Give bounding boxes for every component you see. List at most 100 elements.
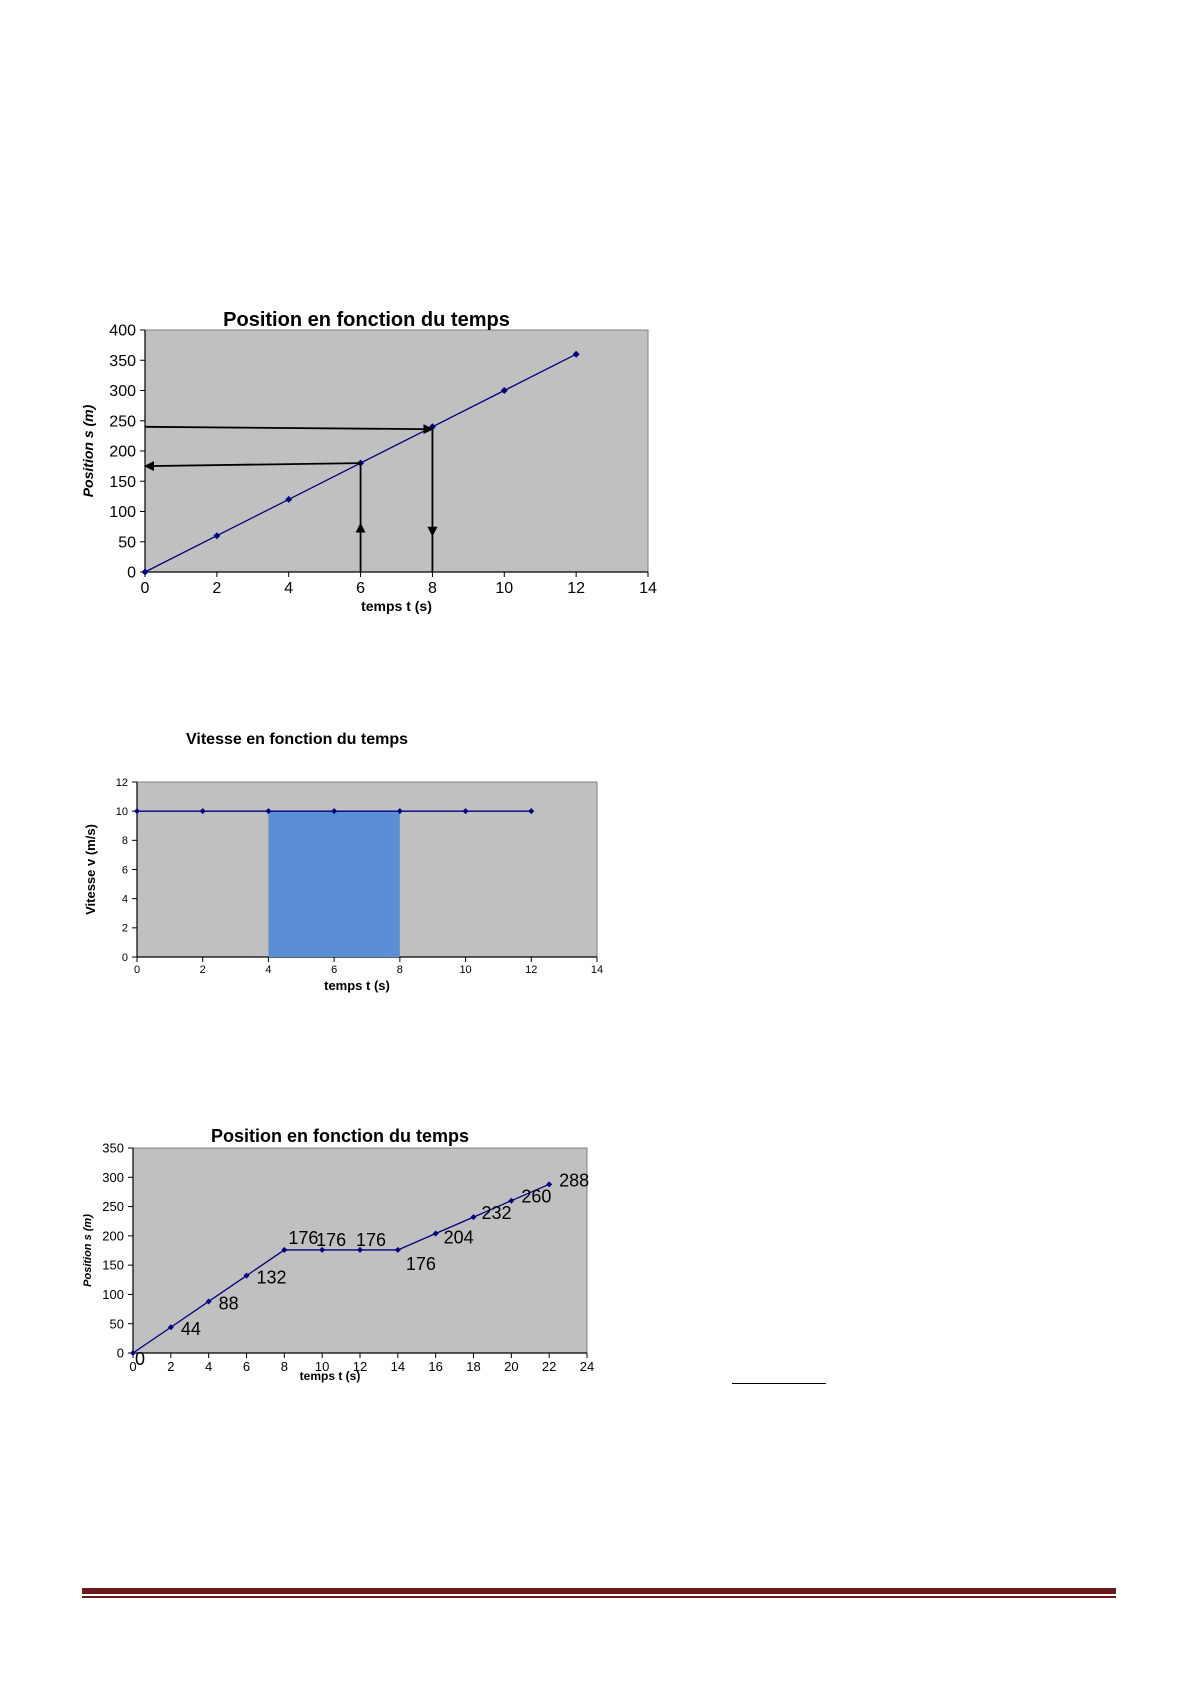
data-point [394, 1246, 401, 1253]
data-label: 232 [482, 1203, 512, 1223]
data-point [134, 808, 140, 815]
data-point [205, 1298, 212, 1305]
short-rule [732, 1383, 826, 1384]
x-tick-label: 4 [205, 1359, 212, 1374]
chart-svg: Position en fonction du temps 0 50 100 150 20… [80, 309, 657, 614]
x-tick-label: 2 [200, 964, 206, 976]
y-tick-label: 200 [102, 1228, 124, 1243]
data-point [199, 808, 206, 815]
data-point [396, 808, 403, 815]
y-tick-label: 100 [102, 1287, 124, 1302]
x-tick-label: 4 [284, 580, 293, 597]
chart-title: Position en fonction du temps [223, 309, 510, 331]
chart-title: Position en fonction du temps [211, 1126, 469, 1146]
position-chart-1: Position en fonction du temps 0 50 100 150 20… [80, 309, 720, 685]
data-label: 176 [356, 1230, 386, 1250]
x-tick-label: 8 [428, 580, 437, 597]
y-tick-label: 400 [109, 323, 136, 340]
x-axis-label: temps t (s) [300, 1369, 361, 1383]
x-tick-label: 8 [397, 964, 403, 976]
x-tick-label: 2 [212, 580, 221, 597]
data-point [546, 1181, 553, 1188]
y-tick-label: 150 [109, 474, 136, 491]
data-point [319, 1246, 326, 1253]
data-point [167, 1324, 174, 1331]
data-point [528, 808, 535, 815]
chart-svg: Vitesse en fonction du temps 0 2 4 6 8 10 12 0 2 4… [83, 731, 603, 993]
x-tick-label: 22 [542, 1359, 556, 1374]
data-label: 176 [316, 1230, 346, 1250]
y-tick-label: 50 [118, 534, 136, 551]
data-label: 204 [444, 1228, 474, 1248]
data-point [331, 808, 338, 815]
data-label: 176 [406, 1254, 436, 1274]
shaded-area [268, 811, 400, 957]
footer-rule [82, 1588, 1116, 1598]
plot-area [144, 329, 649, 573]
x-tick-label: 14 [391, 1359, 405, 1374]
x-tick-label: 16 [428, 1359, 442, 1374]
x-tick-label: 2 [167, 1359, 174, 1374]
y-axis-label: Vitesse v (m/s) [83, 824, 98, 915]
data-point [141, 568, 149, 576]
x-tick-label: 0 [134, 964, 140, 976]
y-tick-label: 250 [102, 1199, 124, 1214]
x-tick-label: 20 [504, 1359, 518, 1374]
data-label: 260 [521, 1187, 551, 1207]
x-axis-label: temps t (s) [361, 598, 432, 614]
y-axis-label: Position s (m) [80, 404, 96, 497]
y-tick-label: 4 [122, 894, 128, 906]
y-tick-label: 200 [109, 444, 136, 461]
x-tick-label: 12 [525, 964, 537, 976]
data-point [357, 1246, 363, 1253]
chart-svg: Position en fonction du temps05010015020… [82, 1126, 594, 1383]
x-tick-label: 14 [591, 964, 603, 976]
x-axis-label: temps t (s) [324, 978, 390, 993]
data-point [285, 495, 293, 503]
x-tick-label: 10 [459, 964, 471, 976]
x-tick-label: 0 [129, 1359, 136, 1374]
data-point [572, 350, 580, 358]
x-tick-label: 10 [495, 580, 513, 597]
y-tick-label: 8 [122, 835, 128, 847]
x-tick-label: 4 [265, 964, 271, 976]
y-tick-label: 300 [109, 383, 136, 400]
x-tick-label: 10 [315, 1359, 329, 1374]
x-tick-label: 12 [567, 580, 585, 597]
y-tick-label: 100 [109, 504, 136, 521]
data-point [243, 1272, 250, 1279]
velocity-chart: Vitesse en fonction du temps 0 2 4 6 8 10 12 0 2 4… [80, 731, 680, 1110]
y-axis-label: Position s (m) [82, 1214, 94, 1287]
y-tick-label: 350 [109, 353, 136, 370]
data-point [432, 1230, 439, 1237]
annotation-arrow [144, 424, 434, 435]
data-point [500, 387, 508, 394]
data-point [470, 1214, 477, 1221]
x-tick-label: 6 [331, 964, 337, 976]
y-tick-label: 0 [117, 1346, 124, 1361]
data-point [265, 808, 272, 815]
series-line [132, 1183, 550, 1354]
x-tick-label: 8 [281, 1359, 288, 1374]
annotation-arrow [144, 460, 361, 471]
x-tick-label: 14 [639, 580, 657, 597]
y-tick-label: 50 [110, 1316, 124, 1331]
data-label: 88 [219, 1293, 239, 1313]
data-label: 176 [288, 1228, 318, 1248]
y-tick-label: 12 [116, 777, 128, 789]
data-point [213, 532, 221, 540]
data-label: 288 [559, 1170, 589, 1190]
y-tick-label: 350 [102, 1141, 124, 1156]
x-tick-label: 0 [141, 580, 150, 597]
y-tick-label: 300 [102, 1170, 124, 1185]
data-point [462, 808, 469, 815]
x-tick-label: 12 [353, 1359, 367, 1374]
y-tick-label: 150 [102, 1258, 124, 1273]
data-point [508, 1197, 515, 1204]
y-tick-label: 0 [122, 952, 128, 964]
y-tick-label: 2 [122, 923, 128, 935]
position-chart-2: Position en fonction du temps 0 50 100 150 20… [80, 1126, 680, 1520]
data-label: 0 [135, 1349, 145, 1369]
chart-title: Vitesse en fonction du temps [186, 731, 408, 748]
y-tick-label: 6 [122, 864, 128, 876]
